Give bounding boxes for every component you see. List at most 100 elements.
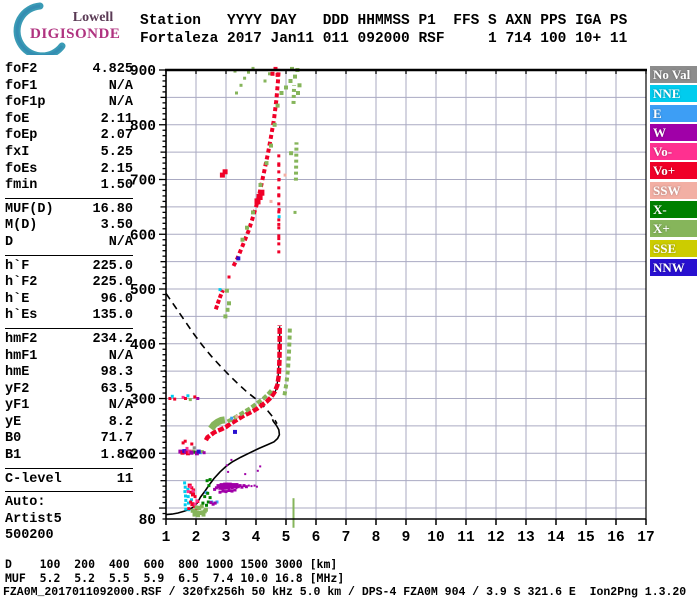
echo-dot: [215, 500, 219, 504]
echo-dot: [183, 485, 187, 489]
y-axis-label: 900: [130, 64, 156, 80]
param-value: 3.50: [100, 218, 133, 234]
echo-dot: [225, 307, 230, 312]
legend-item-e: E: [650, 104, 697, 122]
param-row: yE 8.2: [5, 415, 133, 432]
legend-item-vo+: Vo+: [650, 162, 697, 180]
parameter-panel: foF2 4.825 foF1 N/A foF1p N/A foE 2.11 foEp 2.07 f…: [5, 62, 133, 545]
echo-dot: [197, 506, 202, 510]
x-axis-label: 16: [607, 530, 624, 546]
y-axis-label: 800: [130, 119, 156, 135]
x-axis-label: 6: [312, 530, 321, 546]
echo-dot: [254, 198, 261, 205]
header-values-row: Fortaleza 2017 Jan11 011 092000 RSF 1 71…: [140, 31, 628, 47]
echo-dot: [183, 481, 187, 485]
echo-dot: [173, 397, 177, 401]
param-value: 5.25: [100, 144, 133, 160]
echo-dot: [190, 498, 193, 502]
echo-dot: [196, 513, 201, 518]
param-label: 500200: [5, 528, 54, 544]
param-row: B1 1.86: [5, 448, 133, 465]
logo-lowell-text: Lowell: [72, 10, 114, 25]
dmuf-table: D 100 200 400 600 800 1000 1500 3000 [km…: [5, 557, 344, 585]
param-label: yE: [5, 414, 22, 430]
legend-item-nne: NNE: [650, 85, 697, 103]
echo-dot: [188, 485, 192, 489]
x-axis-label: 12: [487, 530, 504, 546]
echo-dot: [234, 483, 239, 488]
param-value: 135.0: [92, 308, 133, 324]
echo-dot: [187, 507, 191, 511]
param-label: h`E: [5, 291, 30, 307]
param-row: yF2 63.5: [5, 382, 133, 399]
y-axis-label: 300: [130, 393, 156, 409]
y-axis-label-80: 80: [139, 513, 156, 529]
echo-dot: [191, 489, 195, 493]
x-axis-label: 11: [457, 530, 475, 546]
param-row: h`F 225.0: [5, 259, 133, 276]
legend-item-nnw: NNW: [650, 258, 697, 276]
echo-dot: [199, 504, 204, 509]
param-value: 2.15: [100, 161, 133, 177]
x-axis-label: 15: [577, 530, 594, 546]
param-value: 1.50: [100, 178, 133, 194]
param-value: N/A: [108, 95, 133, 111]
echo-dot: [186, 487, 190, 491]
echo-dot: [187, 501, 190, 505]
param-row: foF1p N/A: [5, 95, 133, 112]
param-label: Artist5: [5, 511, 62, 527]
echo-dot: [269, 143, 273, 148]
status-bar: FZA0M_2017011092000.RSF / 320fx256h 50 k…: [3, 586, 687, 599]
param-row: foEp 2.07: [5, 128, 133, 145]
param-label: foF2: [5, 62, 38, 77]
echo-dot: [196, 449, 201, 454]
echo-dot: [250, 485, 253, 488]
param-value: 96.0: [100, 291, 133, 307]
echo-dot: [279, 91, 284, 95]
param-row: h`E 96.0: [5, 292, 133, 309]
echo-dot: [194, 505, 199, 510]
legend-item-x+: X+: [650, 220, 697, 238]
x-axis-label: 14: [547, 530, 565, 546]
echo-dot: [247, 484, 250, 487]
echo-dot: [243, 76, 247, 80]
param-label: Auto:: [5, 495, 46, 511]
legend-item-vo-: Vo-: [650, 143, 697, 161]
echo-dot: [240, 237, 245, 242]
x-axis-label: 3: [222, 530, 231, 546]
echo-dot: [184, 397, 187, 400]
echo-dot: [168, 397, 172, 400]
param-value: 16.80: [92, 201, 133, 217]
param-row: Artist5: [5, 512, 133, 529]
echo-dot: [277, 193, 281, 197]
echo-dot: [200, 450, 204, 454]
echo-dot: [207, 484, 211, 488]
param-label: MUF(D): [5, 201, 54, 217]
echo-dot: [259, 465, 262, 468]
param-row: foF2 4.825: [5, 62, 133, 79]
echo-trace: [282, 326, 292, 396]
param-row: h`Es 135.0: [5, 308, 133, 325]
param-separator: [5, 254, 133, 256]
echo-dot: [190, 442, 194, 446]
echo-dot: [190, 502, 195, 507]
echo-dot: [201, 501, 205, 505]
echo-dot: [190, 508, 195, 513]
param-separator: [5, 327, 133, 329]
echo-dot: [188, 398, 192, 402]
echo-trace: [208, 416, 226, 431]
echo-dot: [275, 103, 280, 108]
param-separator: [5, 197, 133, 199]
param-value: 71.7: [100, 431, 133, 447]
x-axis-label: 4: [252, 530, 261, 546]
param-label: M(D): [5, 218, 38, 234]
echo-dot: [240, 485, 244, 489]
echo-dot: [284, 85, 288, 90]
param-value: 234.2: [92, 331, 133, 347]
param-row: foEs 2.15: [5, 162, 133, 179]
header-columns-row: Station YYYY DAY DDD HHMMSS P1 FFS S AXN…: [140, 13, 628, 29]
param-row: yF1 N/A: [5, 398, 133, 415]
echo-dot: [227, 470, 230, 473]
param-label: D: [5, 234, 14, 250]
